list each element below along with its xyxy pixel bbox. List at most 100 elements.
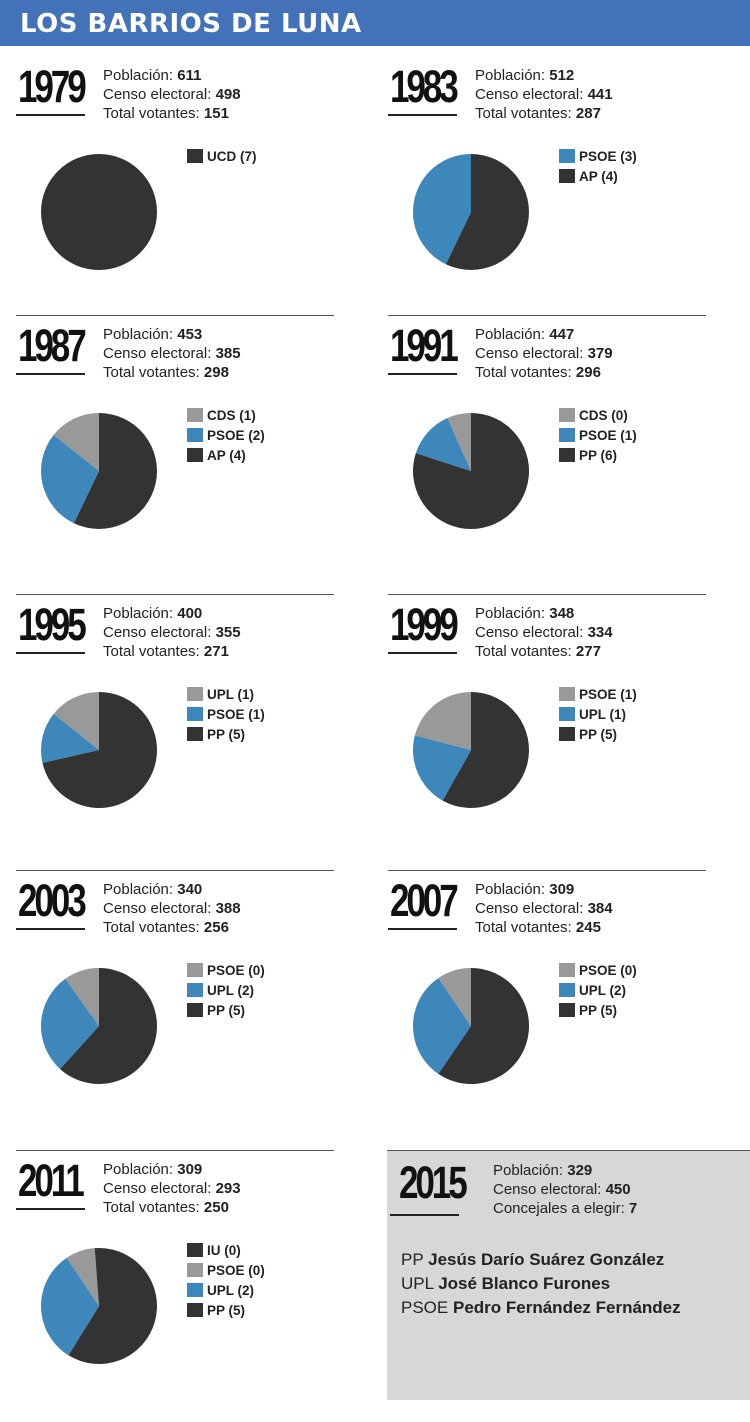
stats-block: Población: 309 Censo electoral: 384 Total … <box>475 880 613 937</box>
year-label: 1987 <box>18 320 87 371</box>
legend-swatch <box>559 428 575 442</box>
stat-label: Población: <box>475 67 546 84</box>
pie-slice-psoe <box>66 1248 99 1306</box>
year-label: 1979 <box>18 61 87 112</box>
stat-value: 348 <box>549 605 575 622</box>
pie-legend: UPL (1) PSOE (1) PP (5) <box>187 687 265 747</box>
stat-value: 256 <box>203 919 229 936</box>
legend-item: UPL (2) <box>559 983 637 1003</box>
pie-chart <box>413 968 530 1084</box>
stat-label: Población: <box>103 605 174 622</box>
stat-value: 453 <box>177 326 203 343</box>
legend-item: UPL (2) <box>187 1283 265 1303</box>
stat-label: Población: <box>103 67 174 84</box>
legend-label: UPL (1) <box>579 707 627 722</box>
pie-slice-cds <box>447 413 471 471</box>
year-underline <box>390 1214 459 1216</box>
stat-value: 293 <box>215 1180 241 1197</box>
legend-label: PSOE (0) <box>207 963 265 978</box>
stat-value: 298 <box>203 364 229 381</box>
pie-legend: CDS (0) PSOE (1) PP (6) <box>559 408 637 468</box>
year-label: 1991 <box>390 320 459 371</box>
legend-item: UPL (1) <box>559 707 637 727</box>
legend-item: PSOE (3) <box>559 149 637 169</box>
legend-label: PSOE (1) <box>207 707 265 722</box>
legend-swatch <box>187 1283 203 1297</box>
panel-1999: 1999 Población: 348 Censo electoral: 334 To… <box>388 594 743 866</box>
stat-value: 309 <box>549 881 575 898</box>
stat-value: 400 <box>177 605 203 622</box>
legend-item: AP (4) <box>559 169 637 189</box>
stat-label: Censo electoral: <box>103 624 212 641</box>
pie-chart <box>41 154 157 270</box>
stat-label: Censo electoral: <box>493 1181 602 1198</box>
stat-value: 355 <box>215 624 241 641</box>
legend-swatch <box>187 1303 203 1317</box>
pie-slice-psoe <box>40 713 99 763</box>
pie-slice-psoe <box>438 968 471 1026</box>
legend-item: PP (5) <box>559 1003 637 1023</box>
pie-chart <box>413 413 530 529</box>
legend-swatch <box>187 1243 203 1257</box>
pie-slice-pp <box>42 692 157 808</box>
stat-label: Concejales a elegir: <box>493 1200 625 1217</box>
pie-slice-pp <box>68 1248 158 1364</box>
legend-label: PSOE (1) <box>579 687 637 702</box>
pie-slice-upl <box>40 978 99 1069</box>
stat-label: Total votantes: <box>103 919 200 936</box>
stat-label: Población: <box>475 326 546 343</box>
pie-legend: PSOE (0) UPL (2) PP (5) <box>559 963 637 1023</box>
legend-swatch <box>187 983 203 997</box>
year-underline <box>16 114 85 116</box>
legend-item: CDS (0) <box>559 408 637 428</box>
legend-item: PSOE (2) <box>187 428 265 448</box>
stat-label: Censo electoral: <box>103 1180 212 1197</box>
legend-item: IU (0) <box>187 1243 265 1263</box>
pie-slice-psoe <box>65 968 99 1026</box>
legend-item: PSOE (1) <box>559 428 637 448</box>
legend-swatch <box>187 707 203 721</box>
panel-1983: 1983 Población: 512 Censo electoral: 441 To… <box>388 56 743 328</box>
year-label: 2003 <box>18 875 87 926</box>
legend-label: PP (5) <box>207 727 246 742</box>
pie-chart <box>413 692 529 808</box>
legend-label: PSOE (2) <box>207 428 265 443</box>
legend-label: PP (5) <box>579 727 618 742</box>
legend-label: PP (6) <box>579 448 618 463</box>
legend-label: UCD (7) <box>207 149 257 164</box>
legend-swatch <box>187 408 203 422</box>
year-underline <box>16 928 85 930</box>
stat-value: 334 <box>587 624 613 641</box>
panel-2003: 2003 Población: 340 Censo electoral: 388 To… <box>16 870 371 1142</box>
stat-value: 512 <box>549 67 575 84</box>
year-underline <box>16 373 85 375</box>
legend-label: PP (5) <box>207 1303 246 1318</box>
stat-label: Censo electoral: <box>103 345 212 362</box>
stat-label: Censo electoral: <box>103 86 212 103</box>
legend-label: UPL (2) <box>579 983 627 998</box>
divider <box>16 594 334 595</box>
legend-swatch <box>187 448 203 462</box>
stats-block: Población: 512 Censo electoral: 441 Total … <box>475 66 613 123</box>
legend-label: CDS (0) <box>579 408 628 423</box>
panel-2015: 2015 Población: 329 Censo electoral: 450… <box>387 1150 750 1400</box>
panel-1979: 1979 Población: 611 Censo electoral: 498 To… <box>16 56 371 328</box>
legend-label: PSOE (3) <box>579 149 637 164</box>
legend-swatch <box>187 687 203 701</box>
divider <box>16 870 334 871</box>
pie-slice-upl <box>413 735 471 801</box>
legend-swatch <box>187 149 203 163</box>
stats-block: Población: 348 Censo electoral: 334 Total … <box>475 604 613 661</box>
stats-block: Población: 329 Censo electoral: 450 Conc… <box>493 1161 637 1218</box>
stat-label: Total votantes: <box>475 105 572 122</box>
legend-item: PSOE (1) <box>187 707 265 727</box>
candidate-row: UPL José Blanco Furones <box>401 1272 681 1296</box>
pie-slice-cds <box>53 413 99 471</box>
pie-legend: CDS (1) PSOE (2) AP (4) <box>187 408 265 468</box>
stats-block: Población: 340 Censo electoral: 388 Total … <box>103 880 241 937</box>
stat-value: 447 <box>549 326 575 343</box>
pie-chart <box>40 413 157 529</box>
legend-label: AP (4) <box>207 448 246 463</box>
legend-swatch <box>559 408 575 422</box>
pie-chart <box>412 154 529 270</box>
